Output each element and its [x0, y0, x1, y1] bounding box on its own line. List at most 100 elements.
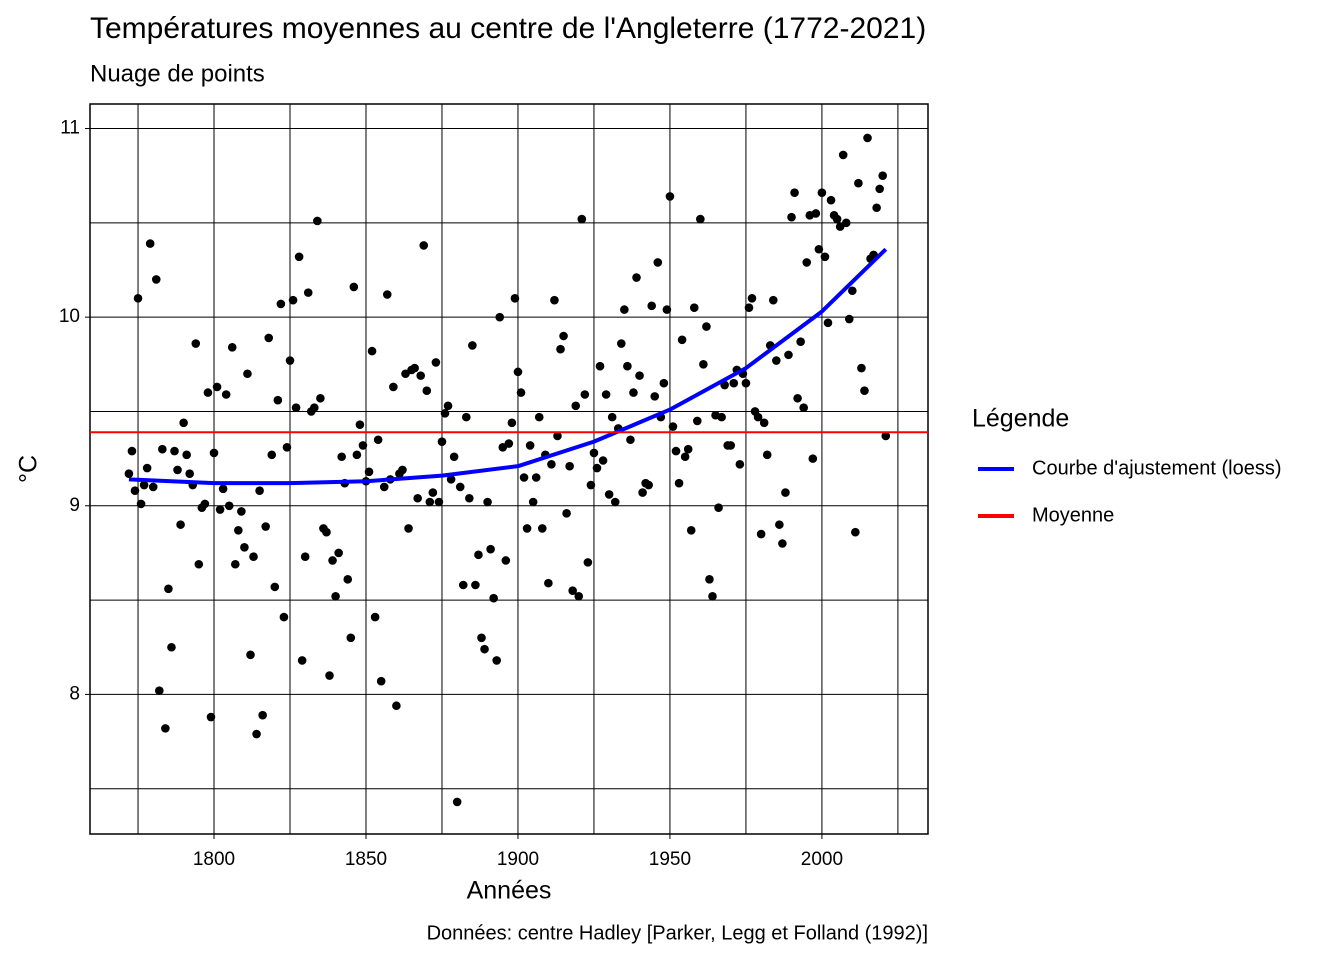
data-point — [164, 584, 173, 594]
data-point — [531, 473, 541, 482]
data-point — [692, 416, 702, 426]
x-tick-label: 2000 — [801, 849, 843, 870]
data-point — [559, 331, 568, 341]
data-point — [179, 418, 188, 428]
data-point — [659, 378, 669, 388]
data-point — [288, 295, 298, 305]
data-point — [574, 592, 584, 601]
data-point — [726, 441, 736, 450]
data-point — [234, 526, 243, 535]
data-point — [398, 465, 407, 475]
data-point — [683, 444, 693, 454]
data-point — [303, 288, 313, 297]
data-point — [167, 642, 176, 652]
data-point — [419, 241, 429, 250]
data-point — [820, 252, 830, 262]
data-point — [227, 343, 237, 352]
data-point — [458, 580, 468, 590]
data-point — [276, 299, 286, 309]
data-point — [653, 258, 663, 267]
data-point — [243, 369, 252, 379]
data-point — [556, 344, 565, 354]
data-point — [209, 448, 219, 458]
data-point — [668, 422, 678, 431]
data-point — [142, 463, 152, 473]
data-point — [753, 412, 763, 422]
data-point — [775, 520, 784, 529]
data-point — [568, 586, 577, 595]
data-point — [768, 295, 778, 305]
data-point — [477, 633, 486, 643]
data-point — [632, 273, 641, 282]
data-point — [610, 497, 620, 507]
data-point — [878, 171, 888, 180]
data-point — [650, 392, 660, 401]
data-point — [346, 633, 356, 643]
data-point — [778, 539, 787, 548]
data-point — [465, 493, 474, 503]
data-point — [741, 378, 751, 388]
data-point — [203, 388, 213, 397]
data-point — [331, 592, 340, 601]
data-point — [680, 452, 690, 462]
data-point — [367, 346, 377, 356]
data-point — [583, 558, 593, 567]
data-point — [516, 388, 526, 397]
data-point — [756, 529, 766, 539]
data-point — [647, 301, 657, 311]
data-point — [282, 443, 292, 452]
data-point — [270, 582, 280, 592]
data-point — [626, 435, 635, 445]
data-point — [127, 446, 137, 456]
data-point — [674, 478, 684, 488]
data-point — [285, 356, 295, 365]
data-point — [449, 452, 459, 462]
data-point — [230, 559, 240, 569]
data-point — [389, 382, 398, 392]
data-point — [629, 388, 638, 397]
y-tick-label: 9 — [69, 495, 80, 516]
data-point — [717, 412, 726, 422]
chart-subtitle: Nuage de points — [90, 60, 265, 87]
data-point — [665, 192, 675, 201]
data-point — [155, 686, 164, 695]
x-tick-label: 1900 — [497, 849, 539, 870]
data-point — [431, 358, 441, 367]
data-point — [322, 527, 331, 537]
data-point — [364, 467, 374, 477]
data-point — [759, 418, 769, 428]
data-point — [671, 446, 681, 456]
data-point — [735, 459, 745, 469]
data-point — [708, 592, 717, 601]
legend-label: Courbe d'ajustement (loess) — [1032, 457, 1282, 479]
data-point — [699, 360, 708, 369]
data-point — [534, 412, 544, 422]
data-point — [170, 446, 179, 456]
data-point — [550, 295, 559, 305]
data-point — [702, 322, 711, 331]
data-point — [191, 339, 201, 348]
data-point — [489, 593, 498, 603]
data-point — [592, 463, 602, 473]
data-point — [747, 293, 757, 303]
data-point — [784, 350, 793, 360]
data-point — [358, 441, 368, 450]
data-point — [817, 188, 827, 197]
data-point — [148, 482, 158, 492]
data-point — [376, 676, 386, 686]
data-point — [492, 656, 501, 665]
data-point — [638, 488, 647, 497]
data-point — [452, 797, 462, 807]
data-point — [468, 341, 477, 350]
data-point — [762, 450, 772, 460]
data-point — [504, 439, 514, 448]
data-point — [215, 505, 225, 514]
data-point — [799, 403, 808, 412]
legend-label: Moyenne — [1032, 504, 1114, 526]
data-point — [510, 293, 520, 303]
data-point — [349, 282, 359, 292]
data-point — [136, 499, 146, 509]
data-point — [151, 275, 161, 284]
data-point — [513, 367, 523, 377]
data-point — [841, 218, 851, 228]
